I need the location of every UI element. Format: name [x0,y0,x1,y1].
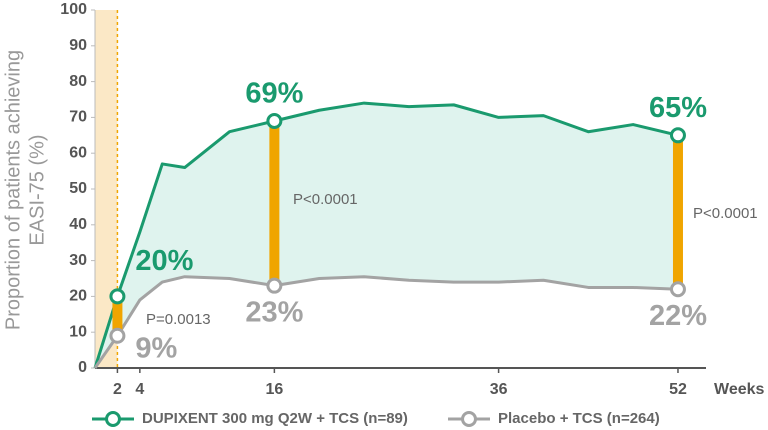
y-tick-label: 0 [78,359,87,376]
legend-label: DUPIXENT 300 mg Q2W + TCS (n=89) [142,410,408,427]
marker [266,277,283,294]
x-axis-label: Weeks [714,381,765,398]
line [93,275,679,369]
y-tick-label: 30 [69,252,87,269]
p-value: P=0.0013 [146,311,211,328]
marker [266,112,283,129]
y-tick-label: 10 [69,323,87,340]
legend-marker [105,411,121,427]
marker [669,127,686,144]
line [93,101,679,369]
y-tick-label: 60 [69,144,87,161]
marker [669,281,686,298]
marker [109,288,126,305]
value-label: 69% [245,78,303,110]
value-label: 22% [649,300,707,332]
y-tick-label: 100 [60,1,87,18]
legend-label: Placebo + TCS (n=264) [498,410,660,427]
value-label: 65% [649,92,707,124]
difference-bar [112,296,123,336]
p-value: P<0.0001 [693,205,758,222]
y-tick-label: 40 [69,216,87,233]
x-tick-label: 36 [490,381,508,398]
x-tick-label: 2 [113,381,122,398]
difference-bar [672,135,683,290]
marker [109,327,126,344]
x-tick-label: 52 [669,381,687,398]
x-tick-label: 4 [135,381,144,398]
y-tick-label: 90 [69,37,87,54]
y-axis-label: Proportion of patients achieving [2,50,24,330]
y-tick-label: 20 [69,288,87,305]
value-label: 20% [135,245,193,277]
value-label: 23% [245,296,303,328]
difference-bar [269,120,280,286]
legend-marker [461,411,477,427]
highlight-band [95,10,118,368]
y-tick-label: 50 [69,180,87,197]
x-tick-label: 16 [265,381,283,398]
difference-area [95,103,678,368]
y-tick-label: 70 [69,109,87,126]
y-tick-label: 80 [69,73,87,90]
value-label: 9% [135,332,177,364]
y-axis-label: EASI-75 (%) [26,134,48,245]
p-value: P<0.0001 [293,191,358,208]
